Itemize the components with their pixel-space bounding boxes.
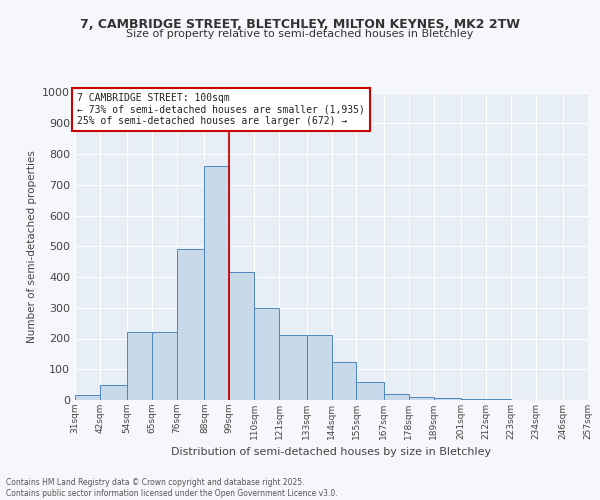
Text: 7, CAMBRIDGE STREET, BLETCHLEY, MILTON KEYNES, MK2 2TW: 7, CAMBRIDGE STREET, BLETCHLEY, MILTON K… [80,18,520,30]
Bar [100,384,127,400]
Bar [384,394,409,400]
Bar [205,166,229,400]
Bar [279,336,307,400]
Bar [434,398,461,400]
Y-axis label: Number of semi-detached properties: Number of semi-detached properties [26,150,37,342]
Bar [356,382,384,400]
X-axis label: Distribution of semi-detached houses by size in Bletchley: Distribution of semi-detached houses by … [172,448,491,458]
Bar [409,397,434,400]
Bar [307,336,331,400]
Text: Contains HM Land Registry data © Crown copyright and database right 2025.
Contai: Contains HM Land Registry data © Crown c… [6,478,338,498]
Bar [229,272,254,400]
Bar [75,396,100,400]
Bar [461,399,486,400]
Bar [127,332,152,400]
Bar [152,332,177,400]
Bar [254,308,279,400]
Text: 7 CAMBRIDGE STREET: 100sqm
← 73% of semi-detached houses are smaller (1,935)
25%: 7 CAMBRIDGE STREET: 100sqm ← 73% of semi… [77,93,365,126]
Bar [177,250,205,400]
Bar [331,362,356,400]
Text: Size of property relative to semi-detached houses in Bletchley: Size of property relative to semi-detach… [127,29,473,39]
